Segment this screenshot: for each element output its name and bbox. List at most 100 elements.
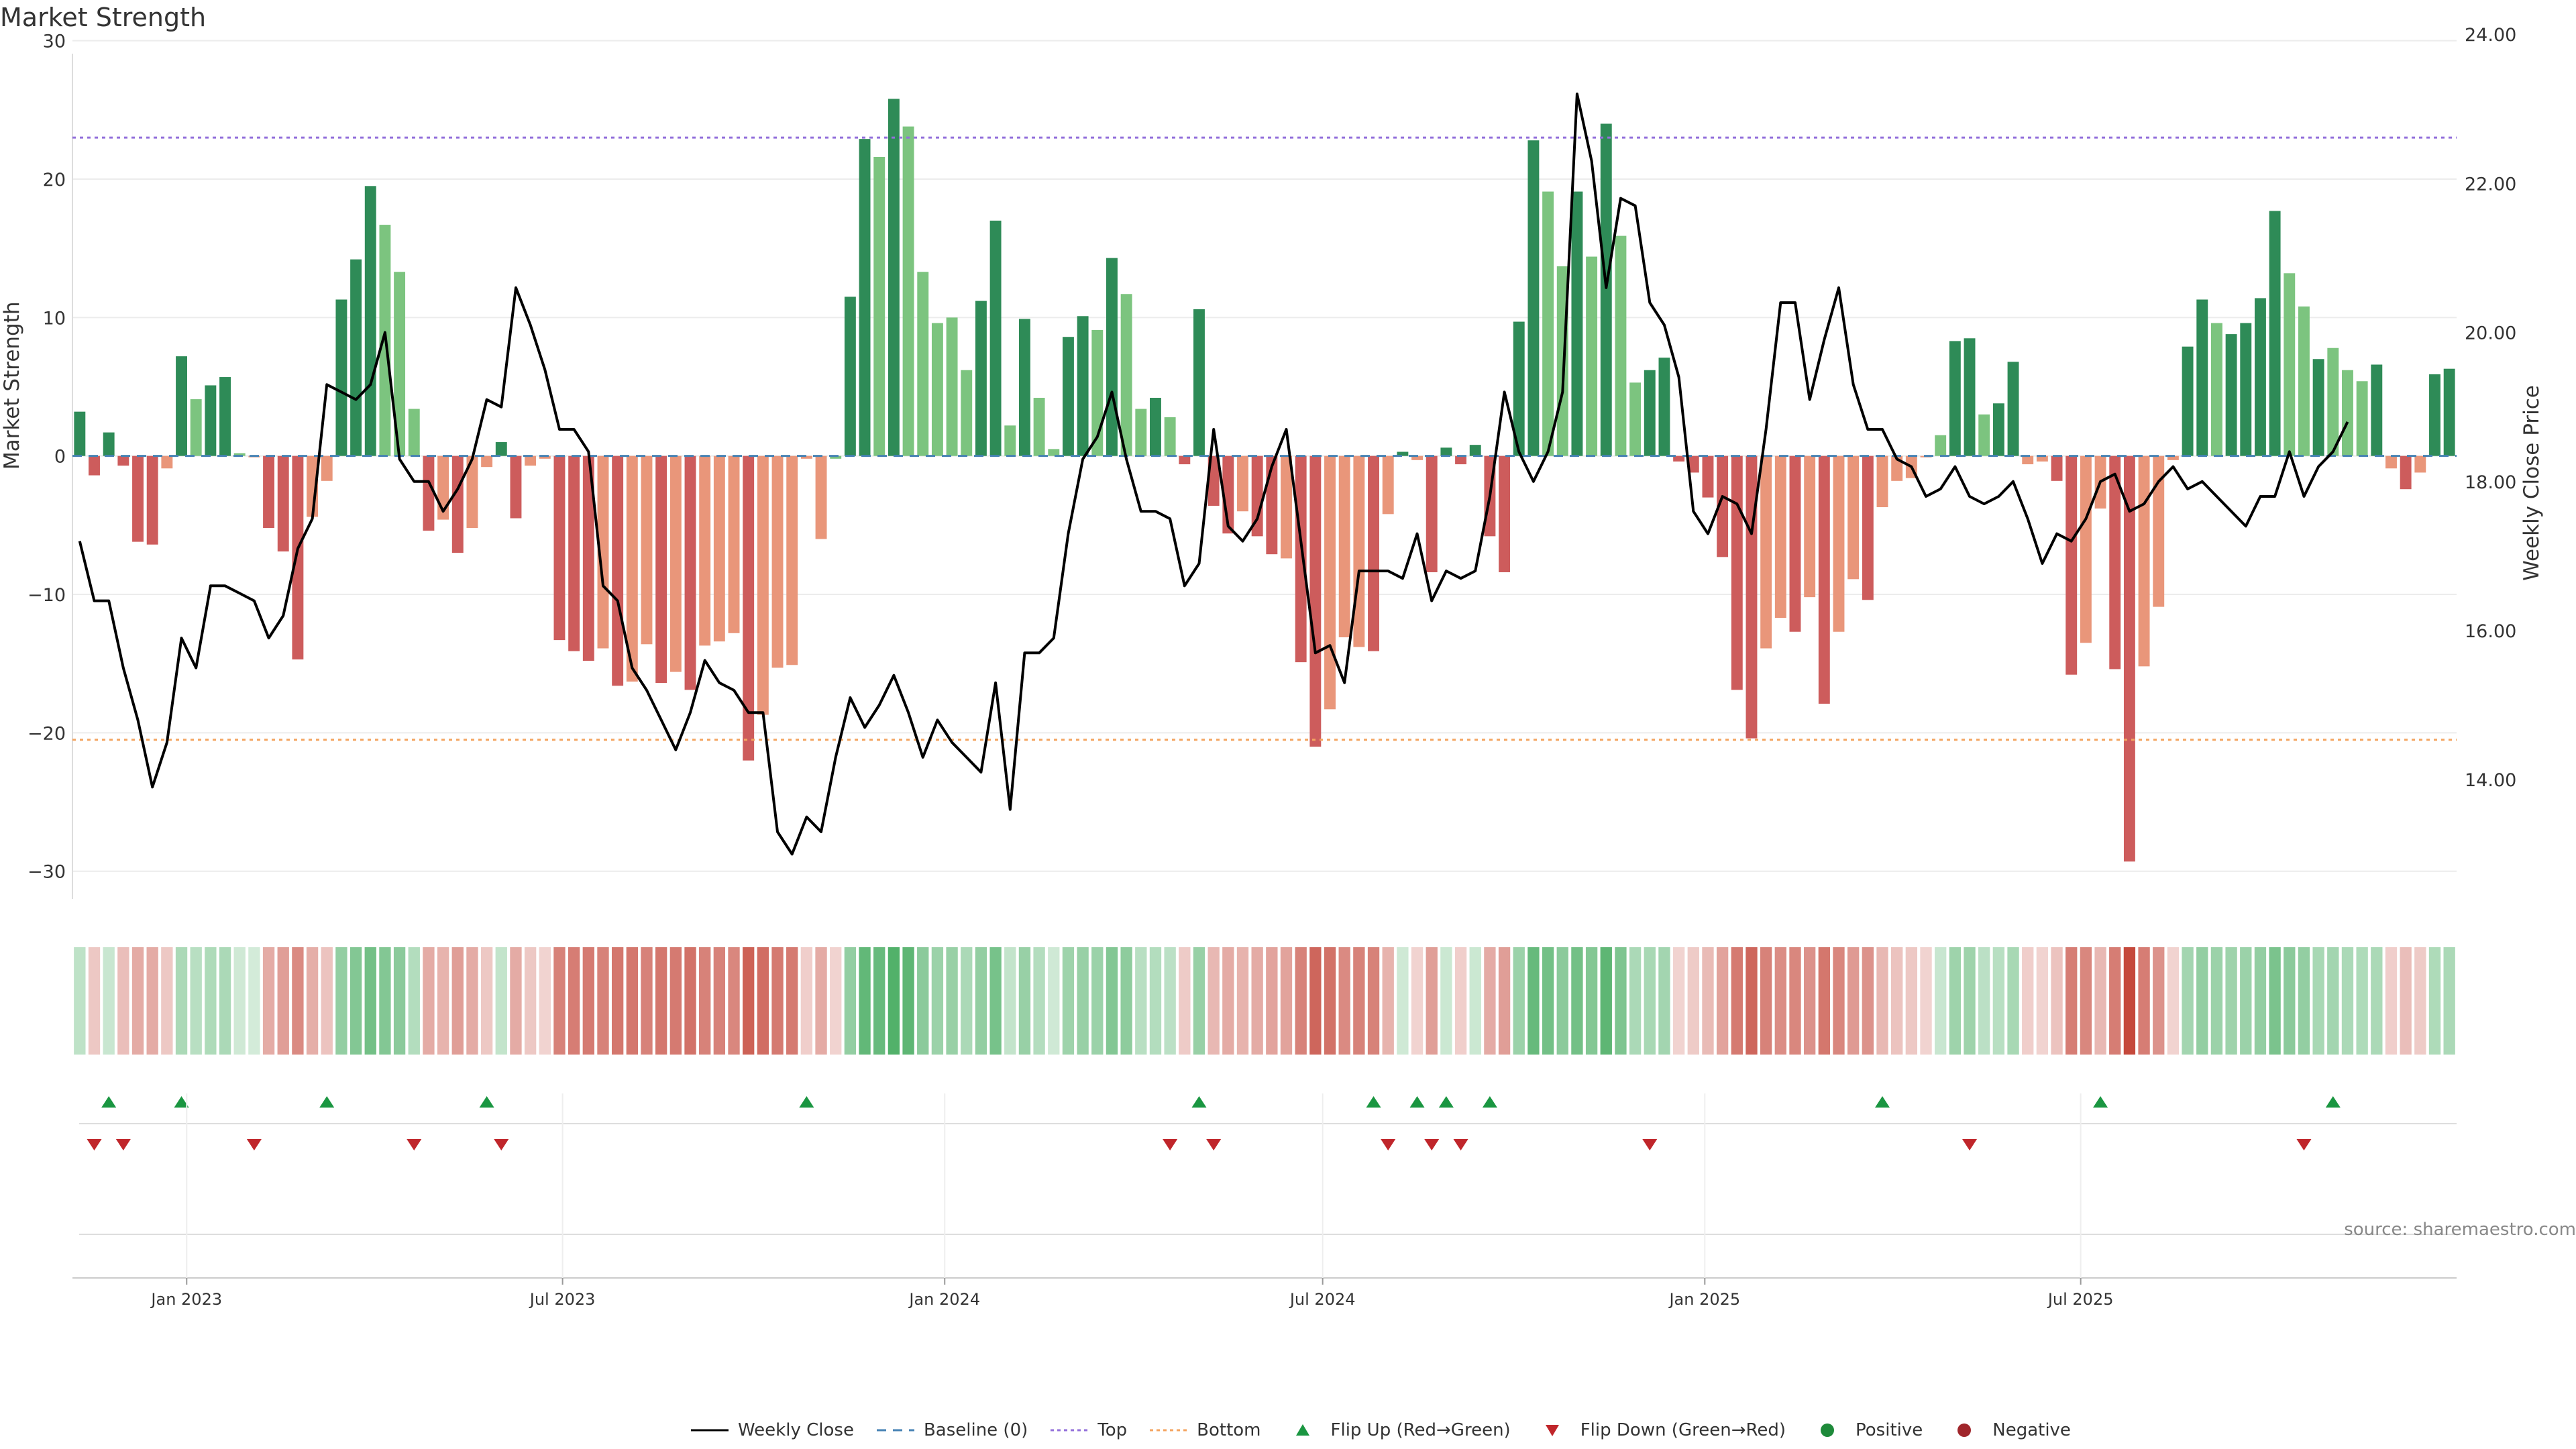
- legend-item-positive: Positive: [1809, 1420, 1923, 1440]
- heat-cell: [131, 947, 144, 1055]
- x-tick-label: Jul 2023: [529, 1290, 596, 1309]
- strength-bar: [1876, 455, 1888, 508]
- heat-cell: [2385, 947, 2398, 1055]
- flip-up-marker: [1409, 1096, 1425, 1108]
- heat-cell: [655, 947, 667, 1055]
- strength-bar: [1295, 455, 1307, 663]
- strength-bar: [321, 455, 333, 481]
- strength-bar: [394, 272, 406, 456]
- x-tick-label: Jan 2024: [908, 1290, 980, 1309]
- strength-bar: [205, 385, 217, 456]
- heat-cell: [1672, 947, 1685, 1055]
- heat-cell: [1513, 947, 1525, 1055]
- heat-cell: [1440, 947, 1452, 1055]
- strength-bar: [1818, 455, 1830, 704]
- strength-bar: [669, 455, 682, 672]
- flip-up-marker: [1366, 1096, 1381, 1108]
- heat-cell: [1571, 947, 1583, 1055]
- strength-bar: [2210, 323, 2222, 456]
- legend-label: Flip Down (Green→Red): [1580, 1420, 1786, 1440]
- strength-bar: [902, 126, 914, 456]
- heat-cell: [1920, 947, 1932, 1055]
- strength-bar: [1237, 455, 1248, 512]
- heat-cell: [321, 947, 333, 1055]
- strength-bar: [2269, 211, 2281, 456]
- strength-bar: [2240, 323, 2252, 456]
- heat-cell: [728, 947, 740, 1055]
- heat-cell: [495, 947, 507, 1055]
- strength-bar: [917, 272, 929, 456]
- heat-cell: [1033, 947, 1045, 1055]
- strength-bar: [800, 455, 812, 459]
- y-tick-label: 0: [54, 447, 66, 468]
- strength-bar: [1513, 321, 1525, 456]
- heat-cell: [1731, 947, 1743, 1055]
- strength-bar: [582, 455, 594, 661]
- legend-swatch-top: [1051, 1429, 1089, 1432]
- heat-cell: [1629, 947, 1642, 1055]
- strength-bar: [408, 409, 420, 456]
- strength-bar: [713, 455, 725, 642]
- strength-bar: [350, 259, 362, 456]
- x-tick-label: Jul 2025: [2047, 1290, 2114, 1309]
- flip-down-marker: [115, 1139, 131, 1150]
- strength-bar: [757, 455, 769, 715]
- strength-bar: [1992, 403, 2004, 456]
- flip-down-marker: [1642, 1139, 1658, 1150]
- strength-bar: [1804, 455, 1816, 598]
- strength-bar: [1774, 455, 1786, 619]
- strength-bar: [830, 455, 842, 459]
- heat-cell: [88, 947, 101, 1055]
- y-tick-label: −30: [28, 862, 66, 883]
- legend-item-negative: Negative: [1945, 1420, 2071, 1440]
- strength-bar: [1062, 337, 1074, 456]
- heat-cell: [393, 947, 406, 1055]
- strength-bar: [1135, 409, 1147, 456]
- heat-cell: [1324, 947, 1336, 1055]
- heat-cell: [1222, 947, 1234, 1055]
- strength-bar: [277, 455, 289, 552]
- strength-bar: [743, 455, 755, 761]
- heat-cell: [830, 947, 842, 1055]
- heat-cell: [364, 947, 376, 1055]
- strength-bar: [1760, 455, 1772, 649]
- strength-bar: [1048, 449, 1060, 456]
- legend-swatch-price: [691, 1429, 729, 1432]
- strength-bar: [292, 455, 304, 660]
- legend-label: Positive: [1856, 1420, 1923, 1440]
- strength-bar: [451, 455, 464, 553]
- heat-cell: [2254, 947, 2267, 1055]
- heat-cell: [1295, 947, 1307, 1055]
- heat-cell: [2036, 947, 2049, 1055]
- strength-bar: [1862, 455, 1874, 600]
- strength-bar: [728, 455, 740, 633]
- heat-cell: [611, 947, 624, 1055]
- strength-bar: [2182, 346, 2194, 456]
- strength-bar: [2414, 455, 2426, 473]
- strength-bar: [2196, 299, 2208, 456]
- y-axis-label-right: Weekly Close Price: [2520, 385, 2544, 581]
- heat-cell: [961, 947, 973, 1055]
- flip-up-marker: [174, 1096, 189, 1108]
- flip-up-marker: [479, 1096, 494, 1108]
- strength-bar: [1208, 455, 1220, 506]
- strength-bar: [699, 455, 711, 646]
- heat-cell: [480, 947, 493, 1055]
- heat-cell: [1382, 947, 1394, 1055]
- heat-cell: [248, 947, 260, 1055]
- legend-label: Flip Up (Red→Green): [1330, 1420, 1511, 1440]
- heat-cell: [2153, 947, 2165, 1055]
- strength-bar: [103, 432, 115, 456]
- strength-bar: [626, 455, 638, 682]
- legend-swatch-baseline: [876, 1429, 914, 1432]
- strength-bar: [1120, 294, 1132, 456]
- legend-swatch-flip-up: [1295, 1424, 1309, 1436]
- heat-cell: [1615, 947, 1627, 1055]
- strength-bar: [1789, 455, 1801, 632]
- heat-cell: [335, 947, 347, 1055]
- strength-bar: [1702, 455, 1714, 498]
- x-tick-label: Jul 2024: [1289, 1290, 1356, 1309]
- legend-swatch-flip-down: [1545, 1425, 1559, 1436]
- strength-bar: [1949, 341, 1961, 456]
- heat-cell: [1978, 947, 1990, 1055]
